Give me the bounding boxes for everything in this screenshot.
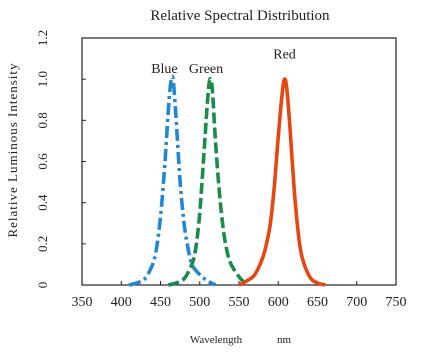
series-layer [128, 74, 326, 287]
x-tick-label: 450 [150, 295, 171, 310]
series-blue-line [128, 74, 217, 287]
x-tick-label: 500 [189, 295, 210, 310]
x-tick-label: 350 [72, 295, 93, 310]
x-axis-label: Wavelength [190, 334, 243, 346]
series-red-line [238, 77, 326, 287]
y-tick-label: 0 [35, 282, 50, 289]
y-tick-label: 0.2 [35, 236, 50, 252]
y-tick-label: 0.6 [35, 153, 50, 170]
y-axis-label: Relative Luminous Intensity [5, 62, 20, 237]
x-axis-unit: nm [277, 334, 292, 346]
y-tick-label: 1.0 [35, 71, 50, 87]
x-tick-label: 750 [386, 295, 407, 310]
label-red: Red [273, 48, 296, 63]
chart-title: Relative Spectral Distribution [150, 8, 330, 24]
x-tick-label: 700 [346, 295, 367, 310]
y-tick-label: 0.4 [35, 194, 50, 211]
x-tick-label: 600 [268, 295, 289, 310]
plot-border [81, 37, 397, 286]
label-green: Green [189, 62, 223, 77]
plot-frame [81, 37, 397, 286]
label-blue: Blue [151, 62, 177, 77]
annotation-layer: Blue Green Red [151, 48, 296, 77]
x-tick-label: 650 [307, 295, 328, 310]
y-tick-label: 0.8 [35, 112, 50, 128]
x-tick-label: 400 [111, 295, 132, 310]
x-tick-label: 550 [229, 295, 250, 310]
y-axis-ticks: 0 0.2 0.4 0.6 0.8 1.0 1.2 [35, 30, 86, 288]
series-green-line [167, 76, 249, 287]
y-tick-label: 1.2 [35, 30, 50, 46]
